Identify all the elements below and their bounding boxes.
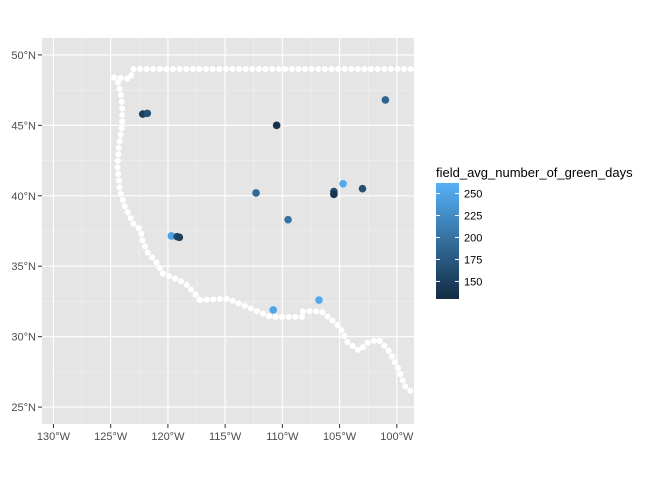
boundary-lines (111, 66, 414, 396)
x-axis: 130°W 125°W 120°W 115°W 110°W 105°W 100°W (37, 424, 414, 443)
data-point (272, 121, 281, 130)
data-point (167, 232, 176, 240)
data-point (252, 189, 260, 197)
x-tick-label: 110°W (266, 431, 299, 443)
data-point (339, 180, 347, 188)
x-tick-label: 125°W (94, 431, 128, 443)
data-point (143, 109, 152, 118)
boundary-line (111, 66, 414, 82)
data-point (315, 296, 323, 304)
data-point (330, 190, 338, 199)
x-tick-label: 100°W (380, 431, 414, 443)
y-tick-label: 40°N (11, 191, 36, 203)
legend-tick-label: 200 (464, 232, 482, 244)
legend-tick-label: 150 (464, 276, 482, 288)
y-axis: 25°N 30°N 35°N 40°N 45°N 50°N (11, 50, 42, 414)
legend-colorbar (436, 183, 459, 299)
x-tick-label: 130°W (37, 431, 71, 443)
data-point (381, 96, 390, 104)
legend-title: field_avg_number_of_green_days (436, 165, 633, 180)
legend-tick-label: 225 (464, 211, 482, 223)
x-tick-label: 115°W (209, 431, 242, 443)
x-tick-label: 105°W (323, 431, 357, 443)
boundary-line (197, 295, 414, 396)
data-point (269, 306, 278, 314)
legend-tick-label: 175 (464, 254, 482, 266)
data-point (358, 184, 367, 193)
boundary-line (111, 74, 203, 303)
legend-tick-label: 250 (464, 189, 482, 201)
x-tick-label: 120°W (151, 431, 185, 443)
color-legend: field_avg_number_of_green_days 150 175 200… (436, 165, 633, 299)
y-tick-label: 25°N (11, 402, 36, 414)
y-tick-label: 45°N (11, 120, 36, 132)
data-point (284, 215, 292, 224)
y-tick-label: 30°N (11, 332, 36, 344)
data-points (138, 96, 390, 314)
graticule (42, 38, 414, 424)
y-tick-label: 50°N (11, 50, 36, 62)
y-tick-label: 35°N (11, 261, 36, 273)
data-point (175, 233, 184, 242)
legend-ticks: 150 175 200 225 250 (436, 189, 482, 288)
